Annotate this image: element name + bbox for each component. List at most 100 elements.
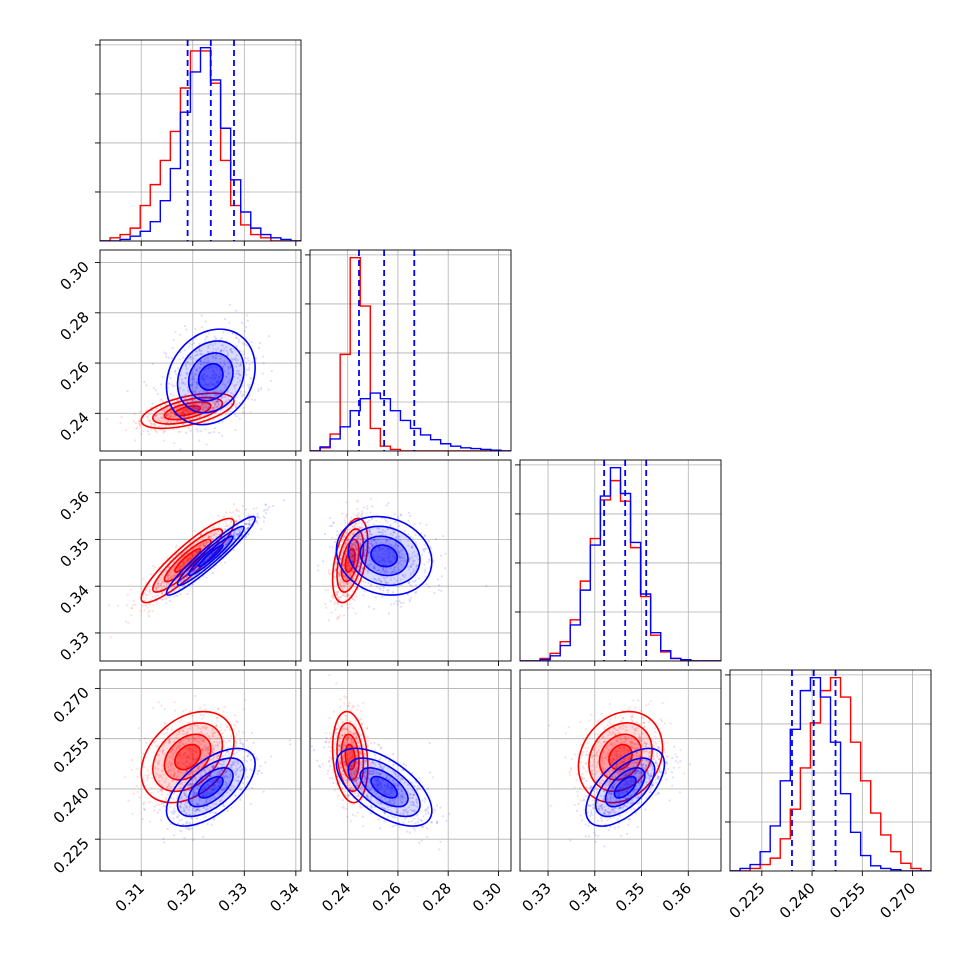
sample-point: [338, 595, 341, 599]
sample-point: [440, 589, 443, 592]
sample-point: [365, 546, 369, 549]
sample-point: [155, 803, 159, 806]
sample-point: [193, 403, 197, 406]
sample-point: [359, 538, 362, 541]
sample-point: [160, 775, 163, 778]
sample-point: [131, 607, 134, 610]
sample-point: [212, 749, 216, 752]
sample-point: [187, 425, 190, 428]
sample-point: [200, 402, 203, 405]
sample-point: [195, 402, 198, 406]
sample-point: [382, 577, 386, 580]
sample-point: [386, 521, 389, 524]
sample-point: [164, 429, 167, 433]
sample-point: [192, 555, 195, 558]
sample-point: [356, 515, 359, 518]
sample-point: [162, 745, 165, 748]
sample-point: [243, 530, 247, 533]
sample-point: [159, 597, 162, 600]
sample-point: [360, 571, 363, 574]
sample-point: [411, 552, 414, 555]
sample-point: [351, 555, 354, 558]
sample-point: [223, 788, 226, 791]
sample-point: [132, 420, 135, 423]
sample-point: [229, 759, 232, 762]
sample-point: [157, 581, 160, 585]
sample-point: [333, 602, 336, 606]
sample-point: [169, 740, 172, 743]
sample-point: [245, 739, 248, 742]
sample-point: [208, 403, 211, 406]
sample-point: [352, 578, 356, 582]
sample-point: [186, 575, 189, 578]
sample-point: [215, 400, 218, 403]
sample-point: [369, 563, 372, 566]
sample-point: [213, 552, 216, 555]
sample-point: [185, 372, 188, 375]
sample-point: [179, 720, 182, 723]
sample-point: [389, 561, 392, 564]
density-fill: [360, 536, 408, 576]
sample-point: [182, 579, 185, 583]
sample-point: [187, 388, 190, 392]
sample-point: [225, 538, 228, 542]
sample-point: [411, 537, 415, 540]
sample-point: [233, 714, 236, 717]
sample-point: [408, 598, 411, 601]
sample-point: [227, 752, 231, 756]
sample-point: [184, 757, 187, 760]
sample-point: [138, 422, 141, 425]
sample-point: [353, 599, 356, 602]
sample-point: [238, 529, 242, 532]
sample-point: [219, 392, 222, 395]
panel-frame: [99, 249, 302, 452]
sample-point: [233, 537, 236, 540]
sample-point: [348, 581, 351, 584]
sample-point: [165, 413, 168, 416]
sample-point: [222, 710, 225, 713]
sample-point: [172, 422, 175, 425]
sample-point: [221, 344, 225, 347]
sample-point: [195, 751, 198, 754]
sample-point: [384, 571, 388, 574]
sample-point: [185, 571, 189, 574]
sample-point: [216, 405, 219, 408]
sample-point: [359, 538, 362, 541]
sample-point: [339, 583, 342, 586]
sample-point: [162, 581, 166, 584]
sample-point: [159, 405, 162, 408]
sample-point: [186, 571, 189, 574]
sample-point: [227, 534, 230, 537]
sample-point: [233, 387, 237, 390]
sample-point: [334, 569, 337, 572]
sample-point: [391, 554, 394, 558]
sample-point: [344, 559, 347, 562]
sample-point: [213, 731, 216, 734]
sample-point: [346, 537, 349, 540]
sample-point: [213, 785, 216, 788]
sample-point: [407, 533, 411, 536]
sample-point: [370, 563, 373, 566]
sample-point: [207, 774, 210, 777]
sample-point: [216, 381, 219, 384]
contour-line: [336, 528, 365, 593]
sample-point: [218, 799, 222, 803]
sample-point: [168, 740, 171, 743]
sample-point: [184, 708, 187, 711]
density-fill: [164, 539, 211, 582]
sample-point: [171, 416, 174, 419]
panel-frame: [519, 459, 722, 662]
sample-point: [174, 572, 177, 575]
sample-point: [398, 555, 401, 558]
sample-point: [155, 414, 158, 417]
sample-point: [348, 554, 352, 557]
sample-point: [383, 579, 387, 582]
sample-point: [215, 548, 219, 551]
sample-point: [347, 559, 350, 562]
sample-point: [351, 577, 354, 580]
sample-point: [160, 587, 163, 590]
density-fill: [174, 744, 201, 770]
sample-point: [201, 748, 204, 751]
sample-point: [191, 554, 194, 557]
sample-point: [238, 532, 241, 535]
